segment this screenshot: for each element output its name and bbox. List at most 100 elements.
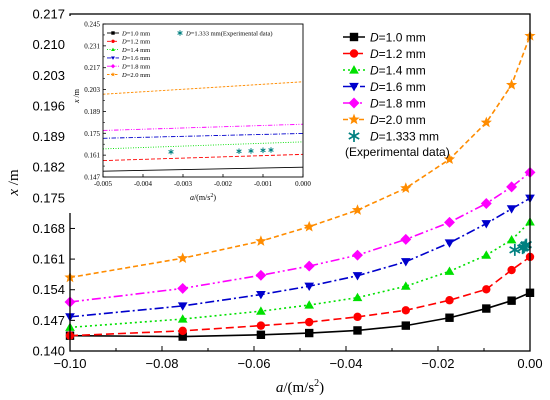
series-5-point (303, 220, 315, 232)
series-3-point (481, 220, 492, 229)
inset-y-tick-label: 0.231 (84, 42, 100, 50)
series-3-point (444, 239, 455, 248)
series-3-point (506, 205, 517, 214)
series-2-point (400, 281, 411, 290)
inset-y-tick-label: 0.245 (84, 21, 100, 29)
y-tick-label: 0.147 (32, 313, 65, 328)
series-3-point (352, 272, 363, 281)
legend-label: D=1.2 mm (370, 47, 426, 61)
inset-series-line-0 (102, 166, 304, 172)
series-3-point (400, 258, 411, 267)
legend-label: D=1.6 mm (370, 80, 426, 94)
series-1-point (305, 317, 314, 327)
inset-y-tick-label: 0.147 (84, 174, 100, 182)
legend-label-line2: (Experimental data) (345, 145, 450, 159)
inset-x-tick-label: -0.001 (254, 180, 273, 188)
series-1-point (256, 321, 266, 330)
series-line-3 (69, 197, 531, 318)
legend-marker (349, 82, 359, 92)
inset-legend-label: D=1.6 mm (121, 55, 150, 62)
series-2-point (304, 300, 315, 309)
inset-x-tick-label: -0.003 (174, 180, 193, 188)
legend-label: D=1.8 mm (370, 97, 426, 111)
series-4-point (352, 249, 363, 261)
legend-marker (349, 32, 359, 42)
inset-experimental-point (236, 148, 242, 155)
y-tick-label: 0.175 (32, 190, 65, 205)
legend-marker (349, 65, 359, 74)
y-tick-label: 0.154 (32, 282, 65, 297)
inset-y-tick-label: 0.175 (84, 130, 100, 138)
inset-legend-label: D=1.8 mm (121, 64, 150, 71)
inset-legend-label: D=1.4 mm (121, 47, 150, 54)
series-2-point (256, 306, 266, 315)
series-0-point (401, 321, 410, 330)
series-4-point (480, 198, 492, 209)
inset-background (66, 16, 309, 213)
legend-marker (348, 113, 360, 125)
inset-y-tick-label: 0.217 (84, 64, 100, 72)
series-1-point (353, 312, 362, 322)
series-5-point (255, 235, 267, 246)
inset-legend-marker (177, 30, 183, 36)
y-tick-label: 0.203 (32, 68, 65, 83)
inset-x-axis-title: a/(m/s2) (190, 193, 216, 202)
inset-y-tick-label: 0.161 (84, 152, 100, 160)
experimental-point (509, 243, 521, 256)
series-3-point (256, 290, 266, 300)
series-4-point (303, 260, 315, 272)
series-5-point (400, 182, 412, 193)
inset-plot-frame (102, 23, 304, 178)
y-tick-label: 0.168 (32, 221, 65, 236)
inset-legend-marker (111, 47, 115, 52)
inset-legend-marker (111, 31, 115, 35)
x-tick-label: −0.10 (54, 356, 87, 371)
series-0-point (507, 296, 516, 305)
x-tick-label: −0.06 (238, 356, 271, 371)
y-tick-label: 0.217 (32, 7, 65, 22)
main-panel: −0.10 −0.08 −0.06 −0.04 −0.02 0.00 0.140 0.147 0… (6, 7, 543, 397)
series-1-point (507, 265, 516, 275)
inset-series-line-1 (102, 153, 304, 162)
inset-series-line-2 (102, 141, 304, 150)
series-1-point (445, 296, 454, 305)
legend-marker (349, 49, 359, 58)
series-2-point (481, 250, 492, 259)
inset-experimental-point (268, 147, 274, 153)
series-2-point (352, 292, 363, 302)
inset-legend-marker (110, 63, 116, 69)
inset-x-tick-label: -0.004 (134, 180, 153, 188)
series-2-point (177, 314, 188, 323)
legend-label: D=2.0 mm (370, 113, 426, 127)
y-tick-label: 0.182 (32, 160, 65, 175)
legend-label: D=1.0 mm (370, 31, 426, 45)
legend-label: D=1.4 mm (370, 64, 426, 78)
legend-marker (348, 97, 360, 109)
legend-marker (348, 130, 360, 142)
inset-x-tick-label: -0.002 (214, 180, 233, 188)
y-tick-label: 0.161 (32, 252, 65, 267)
inset-series-line-5 (102, 81, 304, 95)
inset-experimental-point (168, 149, 174, 155)
x-tick-label: −0.08 (146, 356, 179, 371)
inset-y-axis-title: x /m (72, 88, 81, 104)
x-tick-label: −0.04 (330, 356, 363, 371)
inset-legend-marker (110, 72, 116, 77)
y-tick-label: 0.140 (32, 344, 65, 359)
series-4-point (506, 181, 518, 193)
series-line-2 (69, 221, 531, 329)
x-axis-title: a/(m/s2) (276, 378, 324, 396)
series-0-point (482, 304, 491, 313)
series-line-4 (69, 171, 531, 303)
series-3-point (304, 282, 315, 292)
series-2-point (444, 266, 455, 275)
x-tick-label: −0.02 (422, 356, 455, 371)
inset-series-line-3 (102, 132, 304, 139)
inset-x-tick-label: 0.000 (295, 180, 311, 188)
inset-legend-label: D=1.0 mm (121, 30, 150, 37)
series-1-point (178, 326, 187, 336)
series-1-point (401, 306, 410, 315)
inset-experimental-point (260, 147, 266, 154)
legend-label: D=1.333 mm (370, 130, 439, 144)
